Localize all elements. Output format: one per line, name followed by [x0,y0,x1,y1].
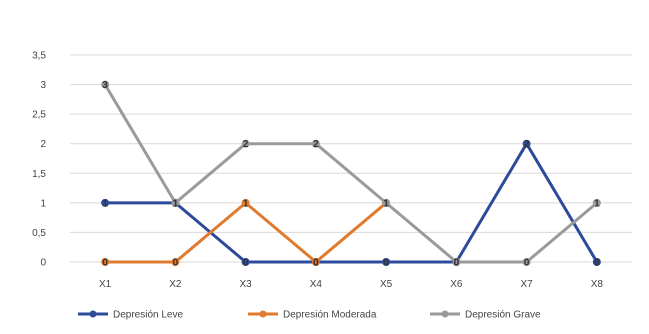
series-2-data-label-4: 0 [313,258,319,269]
series-1-data-label-1: 1 [102,198,108,209]
series-2-point-4 [311,258,320,266]
legend-item-2: Depresión Moderada [248,310,377,321]
legend-marker-1 [89,310,97,318]
legend: Depresión Leve Depresión Moderada Depresió… [78,310,541,321]
series-1-point-8 [592,258,601,266]
y-tick-label-5: 2,5 [32,110,46,121]
x-tick-label-x6: X6 [450,279,463,290]
series-1-data-label-5: 0 [383,258,389,269]
x-tick-label-x8: X8 [591,279,604,290]
series-1-data-label-3: 0 [243,258,249,269]
series-3 [101,80,601,266]
x-tick-label-x1: X1 [99,279,112,290]
series-2-point-1 [101,258,110,266]
legend-marker-2 [259,310,267,318]
y-tick-label-2: 1 [40,198,46,209]
y-tick-label-3: 1,5 [32,169,46,180]
series-3-point-1 [101,80,110,89]
y-tick-label-0: 0 [40,258,46,269]
series-3-point-5 [382,198,391,207]
legend-item-3: Depresión Grave [430,310,541,321]
y-tick-label-1: 0,5 [32,228,46,239]
series-2-data-label-3: 1 [243,198,249,209]
series-1-data-label-6: 0 [454,258,460,269]
y-axis-ticks: 0 0,5 1 1,5 2 2,5 3 3,5 [32,51,46,269]
series-3-data-label-8: 1 [594,198,600,209]
x-tick-label-x3: X3 [240,279,253,290]
series-1-point-7 [522,139,531,148]
series-3-point-8 [592,198,601,207]
series-3-point-7 [522,258,531,266]
series-3-point-3 [241,139,250,148]
legend-label-3: Depresión Grave [465,310,541,321]
series-3-point-4 [311,139,320,148]
y-tick-label-7: 3,5 [32,51,46,62]
x-tick-label-x4: X4 [310,279,323,290]
legend-label-2: Depresión Moderada [283,310,377,321]
series-1-data-label-7: 2 [524,139,530,150]
x-tick-label-x7: X7 [521,279,534,290]
series [101,80,601,266]
x-tick-label-x2: X2 [169,279,182,290]
x-tick-label-x5: X5 [380,279,393,290]
y-tick-label-6: 3 [40,80,46,91]
series-1-point-5 [382,258,391,266]
series-3-point-6 [452,258,461,266]
series-1-data-label-2: 1 [173,198,179,209]
series-2-data-label-1: 0 [102,258,108,269]
series-3-data-label-3: 2 [243,139,249,150]
series-3-data-label-6: 0 [454,258,460,269]
series-2-data-label-5: 1 [383,198,389,209]
series-1-data-label-4: 0 [313,258,319,269]
series-2-point-3 [241,198,250,207]
series-3-data-label-2: 1 [173,198,179,209]
series-3-line-0 [103,83,598,264]
series-2-point-2 [171,258,180,266]
series-1-point-3 [241,258,250,266]
x-axis-ticks: X1 X2 X3 X4 X5 X6 X7 X8 [99,279,603,290]
legend-marker-3 [441,310,449,318]
series-1-line-0 [105,142,599,264]
series-3-data-label-4: 2 [313,139,319,150]
series-1-data-label-8: 0 [594,258,600,269]
y-tick-label-4: 2 [40,139,46,150]
legend-item-1: Depresión Leve [78,310,183,321]
series-3-data-label-1: 3 [102,80,108,91]
series-1-point-1 [101,198,110,207]
series-3-data-label-5: 1 [383,198,389,209]
series-3-data-label-7: 0 [524,258,530,269]
series-2-data-label-2: 0 [173,258,179,269]
series-3-point-2 [171,198,180,207]
legend-label-1: Depresión Leve [113,310,183,321]
